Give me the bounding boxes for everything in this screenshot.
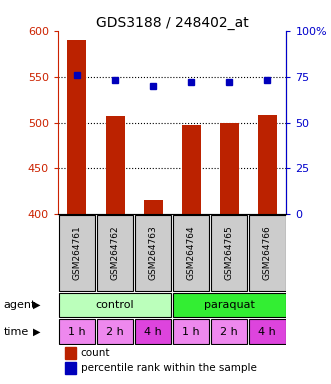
Bar [173, 215, 210, 291]
Text: ▶: ▶ [33, 327, 41, 337]
Text: 2 h: 2 h [106, 327, 124, 337]
Bar [144, 200, 163, 214]
Bar [106, 116, 124, 214]
Text: count: count [81, 348, 110, 358]
Text: 2 h: 2 h [220, 327, 238, 337]
Bar [182, 125, 201, 214]
Text: 1 h: 1 h [182, 327, 200, 337]
Bar [211, 319, 248, 344]
Bar [65, 347, 76, 359]
Bar [249, 319, 286, 344]
Text: 4 h: 4 h [144, 327, 162, 337]
Text: 4 h: 4 h [259, 327, 276, 337]
Bar [135, 319, 171, 344]
Bar [68, 40, 86, 214]
Text: 1 h: 1 h [68, 327, 86, 337]
Bar [173, 319, 210, 344]
Bar [65, 362, 76, 374]
Bar [97, 215, 133, 291]
Text: GSM264761: GSM264761 [72, 226, 81, 280]
Bar [258, 115, 277, 214]
Bar [59, 215, 95, 291]
Text: percentile rank within the sample: percentile rank within the sample [81, 363, 257, 373]
Bar [220, 122, 239, 214]
Text: GSM264766: GSM264766 [263, 226, 272, 280]
Bar [211, 215, 248, 291]
Text: GSM264765: GSM264765 [225, 226, 234, 280]
Text: GSM264762: GSM264762 [111, 226, 119, 280]
Bar [59, 319, 95, 344]
Title: GDS3188 / 248402_at: GDS3188 / 248402_at [96, 16, 249, 30]
Text: GSM264763: GSM264763 [149, 226, 158, 280]
Text: ▶: ▶ [33, 300, 41, 310]
Text: paraquat: paraquat [204, 300, 255, 310]
Text: control: control [96, 300, 134, 310]
Text: agent: agent [3, 300, 36, 310]
Text: GSM264764: GSM264764 [187, 226, 196, 280]
Bar [173, 293, 286, 317]
Bar [59, 293, 171, 317]
Bar [97, 319, 133, 344]
Bar [249, 215, 286, 291]
Bar [135, 215, 171, 291]
Text: time: time [3, 327, 28, 337]
